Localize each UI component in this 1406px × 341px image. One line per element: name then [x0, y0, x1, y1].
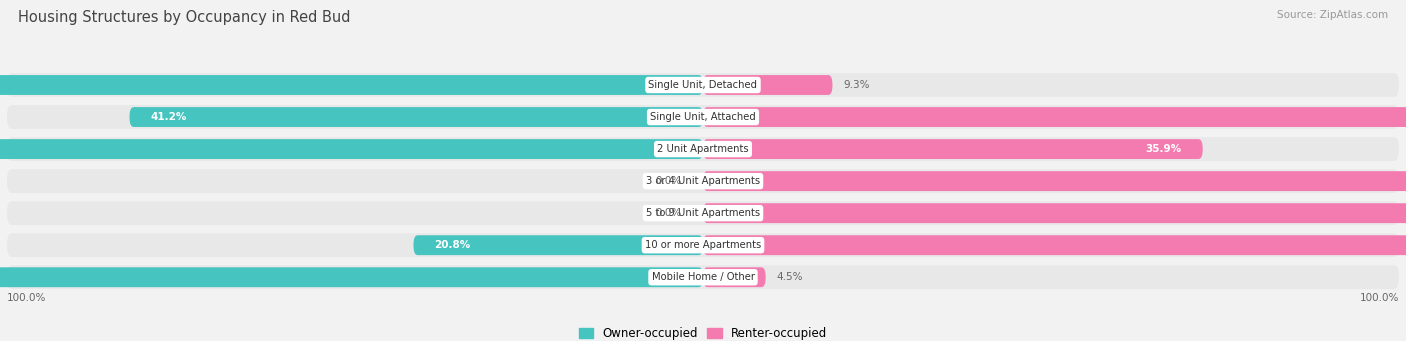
- Legend: Owner-occupied, Renter-occupied: Owner-occupied, Renter-occupied: [579, 327, 827, 340]
- FancyBboxPatch shape: [703, 75, 832, 95]
- Text: 4.5%: 4.5%: [776, 272, 803, 282]
- Text: Single Unit, Detached: Single Unit, Detached: [648, 80, 758, 90]
- FancyBboxPatch shape: [0, 139, 703, 159]
- Text: 20.8%: 20.8%: [434, 240, 471, 250]
- Text: 35.9%: 35.9%: [1146, 144, 1182, 154]
- FancyBboxPatch shape: [703, 107, 1406, 127]
- Text: 100.0%: 100.0%: [7, 293, 46, 303]
- FancyBboxPatch shape: [703, 203, 1406, 223]
- Text: 9.3%: 9.3%: [844, 80, 870, 90]
- FancyBboxPatch shape: [7, 169, 1399, 193]
- Text: 10 or more Apartments: 10 or more Apartments: [645, 240, 761, 250]
- Text: 2 Unit Apartments: 2 Unit Apartments: [657, 144, 749, 154]
- FancyBboxPatch shape: [703, 235, 1406, 255]
- Text: Housing Structures by Occupancy in Red Bud: Housing Structures by Occupancy in Red B…: [18, 10, 350, 25]
- Text: 5 to 9 Unit Apartments: 5 to 9 Unit Apartments: [645, 208, 761, 218]
- FancyBboxPatch shape: [129, 107, 703, 127]
- Text: Single Unit, Attached: Single Unit, Attached: [650, 112, 756, 122]
- Text: 41.2%: 41.2%: [150, 112, 187, 122]
- FancyBboxPatch shape: [703, 267, 766, 287]
- FancyBboxPatch shape: [0, 75, 703, 95]
- FancyBboxPatch shape: [703, 171, 1406, 191]
- FancyBboxPatch shape: [7, 105, 1399, 129]
- FancyBboxPatch shape: [7, 73, 1399, 97]
- FancyBboxPatch shape: [7, 137, 1399, 161]
- Text: Mobile Home / Other: Mobile Home / Other: [651, 272, 755, 282]
- FancyBboxPatch shape: [413, 235, 703, 255]
- Text: Source: ZipAtlas.com: Source: ZipAtlas.com: [1277, 10, 1388, 20]
- FancyBboxPatch shape: [7, 265, 1399, 289]
- FancyBboxPatch shape: [7, 201, 1399, 225]
- FancyBboxPatch shape: [7, 233, 1399, 257]
- Text: 3 or 4 Unit Apartments: 3 or 4 Unit Apartments: [645, 176, 761, 186]
- Text: 100.0%: 100.0%: [1360, 293, 1399, 303]
- FancyBboxPatch shape: [0, 267, 703, 287]
- Text: 0.0%: 0.0%: [655, 208, 682, 218]
- FancyBboxPatch shape: [703, 139, 1202, 159]
- Text: 0.0%: 0.0%: [655, 176, 682, 186]
